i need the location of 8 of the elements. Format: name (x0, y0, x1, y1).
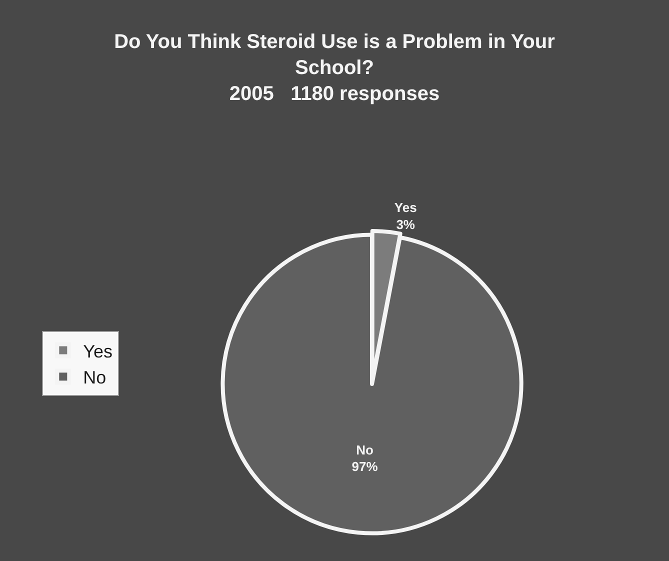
data-label: 97% (352, 459, 378, 474)
chart-title: Do You Think Steroid Use is a Problem in Your School? (114, 31, 556, 79)
slice-label: Yes (394, 200, 417, 215)
chart-subtitle: 2005 1180 responses (229, 83, 440, 105)
legend-label: No (83, 368, 106, 388)
data-label: 3% (396, 216, 416, 232)
slice-label: No (356, 442, 374, 458)
legend-label: Yes (83, 341, 113, 362)
